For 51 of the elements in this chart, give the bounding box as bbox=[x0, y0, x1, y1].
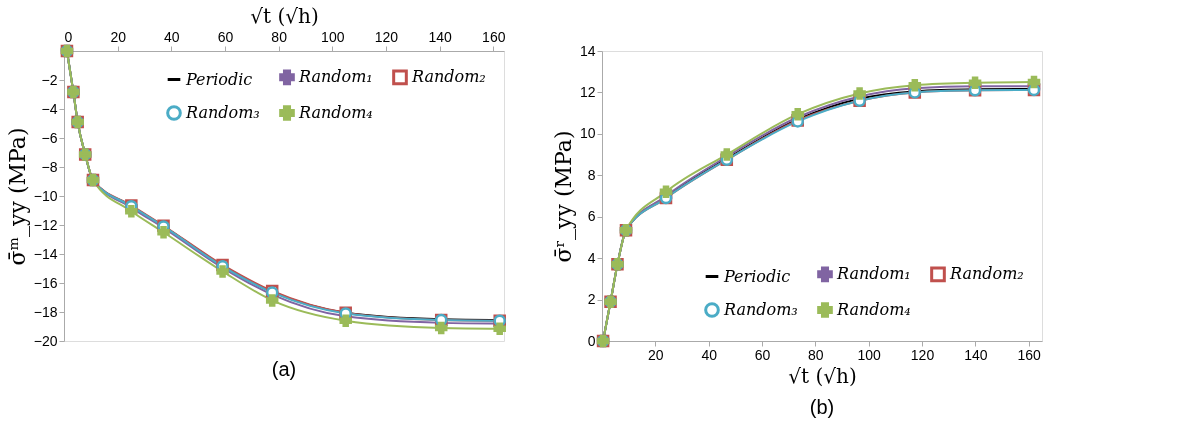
y-tick-label: −4 bbox=[41, 100, 58, 117]
y-tick-label: 14 bbox=[579, 42, 596, 59]
text: (b) bbox=[809, 396, 835, 418]
y-tick-label: −8 bbox=[41, 158, 58, 175]
x-tick-label: 80 bbox=[271, 28, 288, 45]
x-tick-label: 100 bbox=[321, 28, 345, 45]
y-tick-label: 2 bbox=[587, 291, 596, 308]
x-tick-label: 60 bbox=[217, 28, 234, 45]
y-tick-label: −10 bbox=[33, 187, 58, 204]
y-tick-label: 10 bbox=[579, 125, 596, 142]
y-tick-label: −2 bbox=[41, 71, 58, 88]
legend-label: Random₁ bbox=[836, 264, 911, 284]
legend-label: Random₄ bbox=[298, 103, 373, 122]
x-tick-label: 120 bbox=[910, 346, 935, 363]
x-tick-label: 100 bbox=[857, 346, 882, 363]
x-tick-label: 80 bbox=[808, 346, 824, 363]
legend-label: Random₃ bbox=[185, 103, 260, 122]
y-tick-label: 12 bbox=[579, 83, 596, 100]
y-axis-title: σ̄ᵐ_yy (MPa) bbox=[4, 127, 30, 266]
x-tick-label: 40 bbox=[164, 28, 180, 45]
x-tick-label: 20 bbox=[110, 28, 127, 45]
legend-label: Periodic bbox=[185, 69, 253, 89]
y-tick-label: −16 bbox=[33, 274, 58, 291]
y-tick-label: 4 bbox=[587, 249, 596, 266]
text: (a) bbox=[271, 358, 297, 380]
x-axis-title: √t (√h) bbox=[250, 3, 319, 28]
y-tick-label: 8 bbox=[587, 166, 596, 183]
y-tick-label: −20 bbox=[33, 332, 58, 349]
x-tick-label: 140 bbox=[428, 28, 452, 45]
legend-label: Random₂ bbox=[949, 264, 1024, 284]
x-tick-label: 160 bbox=[482, 28, 506, 45]
y-tick-label: 6 bbox=[587, 208, 596, 225]
legend-label: Random₄ bbox=[836, 300, 911, 319]
y-tick-label: 0 bbox=[587, 332, 596, 349]
x-tick-label: 40 bbox=[701, 346, 718, 363]
legend-label: Periodic bbox=[723, 266, 791, 286]
y-axis-title: σ̄ʳ_yy (MPa) bbox=[550, 130, 576, 263]
x-tick-label: 120 bbox=[374, 28, 399, 45]
legend-label: Random₃ bbox=[723, 300, 798, 319]
x-tick-label: 20 bbox=[648, 346, 664, 363]
x-tick-label: 60 bbox=[754, 346, 771, 363]
x-tick-label: 140 bbox=[964, 346, 988, 363]
legend-label: Random₂ bbox=[411, 67, 486, 87]
y-tick-label: −6 bbox=[41, 129, 58, 146]
x-axis-title: √t (√h) bbox=[788, 363, 857, 388]
x-tick-label: 160 bbox=[1017, 346, 1042, 363]
y-tick-label: −12 bbox=[33, 216, 58, 233]
x-tick-label: 0 bbox=[64, 28, 73, 45]
y-tick-label: −14 bbox=[33, 245, 58, 262]
legend-label: Random₁ bbox=[298, 67, 373, 87]
y-tick-label: −18 bbox=[33, 303, 58, 320]
